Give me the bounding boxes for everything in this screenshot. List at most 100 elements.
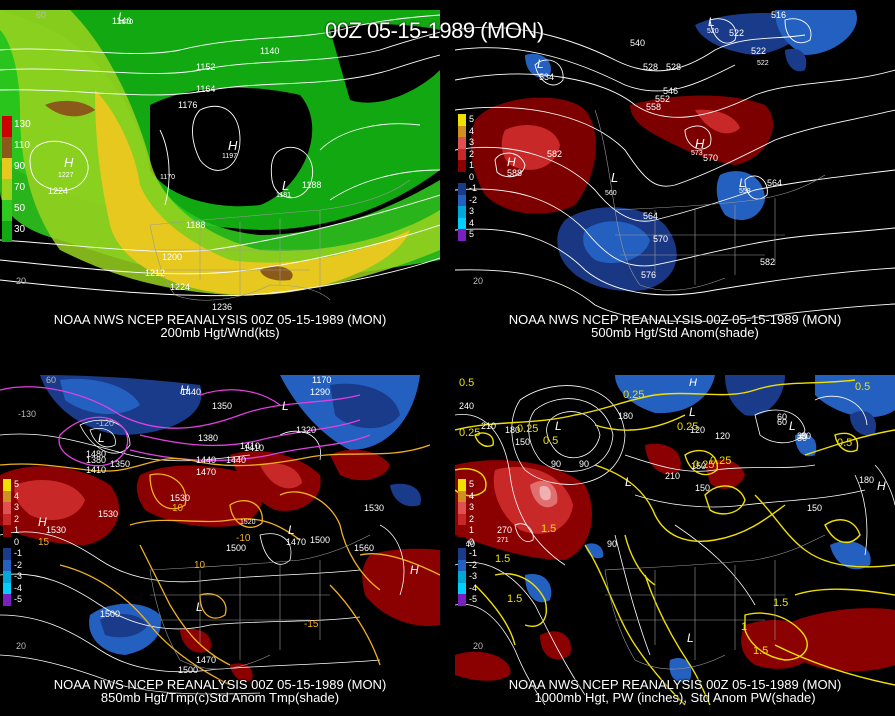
legend-label: 5 <box>469 114 475 124</box>
legend-swatch <box>3 479 11 491</box>
lat-label: 20 <box>473 641 484 651</box>
contour-label: 150 <box>691 461 707 471</box>
contour-label: 1380 <box>198 433 219 443</box>
high-center: H <box>689 377 697 389</box>
contour-label: 560 <box>605 190 617 197</box>
legend-label: -2 <box>469 194 478 205</box>
legend-label: 2 <box>469 513 475 524</box>
low-center: L <box>118 10 125 24</box>
contour-label: 1470 <box>196 655 217 665</box>
legend-swatch <box>458 217 466 229</box>
legend-swatch <box>458 490 466 502</box>
panel-caption-source: NOAA NWS NCEP REANALYSIS 00Z 05-15-1989 … <box>508 677 842 692</box>
legend-swatch <box>458 194 466 206</box>
legend-label: 4 <box>469 490 475 501</box>
anomaly-shading <box>470 10 857 291</box>
contour-label: 1236 <box>212 302 233 312</box>
legend-swatch <box>3 490 11 502</box>
low-center: L <box>196 600 203 614</box>
anomaly-legend: 5 4 3 2 1 0 -1 -2 3 4 5 <box>458 114 482 241</box>
legend-swatch <box>2 116 12 137</box>
panel-850mb: 1440 1350 1380 1410 1440 1470 1530 1530 … <box>0 375 440 705</box>
legend-swatch <box>458 206 466 218</box>
legend-label: -1 <box>14 548 23 558</box>
low-center: L <box>625 475 632 489</box>
contour-label: 516 <box>771 10 787 20</box>
legend-label: -4 <box>14 582 23 593</box>
panel-caption-field: 500mb Hgt/Std Anom(shade) <box>591 325 759 340</box>
pw-label: 0.5 <box>543 435 559 447</box>
legend-label: 130 <box>14 119 31 130</box>
legend-swatch <box>2 137 12 158</box>
height-contours <box>0 419 405 695</box>
lat-label: 60 <box>36 10 47 20</box>
high-center: H <box>507 155 516 169</box>
panel-1000mb: 240 210 180 150 120 90 60 30 180 150 240… <box>455 375 895 705</box>
panel-200mb: 1140 1140 1152 1164 1176 1170 1188 1188 … <box>0 10 440 340</box>
contour-label: 1530 <box>98 509 119 519</box>
legend-label: 30 <box>14 224 26 235</box>
legend-swatch <box>458 148 466 160</box>
contour-label: 1350 <box>212 401 233 411</box>
contour-label: 150 <box>807 503 823 513</box>
state-borders <box>149 534 371 670</box>
legend-label: 0 <box>14 536 20 547</box>
high-center: H <box>64 155 74 170</box>
lat-label: 20 <box>16 276 27 286</box>
contour-label: 210 <box>665 471 681 481</box>
legend-swatch <box>3 582 11 594</box>
contour-label: 1320 <box>296 425 317 435</box>
contour-label: 271 <box>497 537 509 544</box>
panel-caption-field: 200mb Hgt/Wnd(kts) <box>160 325 280 340</box>
contour-label: 270 <box>497 525 513 535</box>
contour-label: 1480 <box>86 449 107 459</box>
contour-label: 210 <box>481 421 497 431</box>
wind-shade-110 <box>45 100 95 117</box>
contour-label: 1181 <box>276 192 292 199</box>
contour-label: 522 <box>757 60 769 67</box>
contour-label: 90 <box>579 459 590 469</box>
contour-label: 1500 <box>100 609 121 619</box>
pw-label: 0.5 <box>837 437 853 449</box>
legend-label: -5 <box>469 594 478 604</box>
contour-label: 546 <box>663 86 679 96</box>
lat-label: 20 <box>473 276 484 286</box>
legend-label: -3 <box>14 571 23 581</box>
contour-label: 1410 <box>240 441 261 451</box>
anomaly-legend: 5 4 3 2 1 0 -1 -2 -3 -4 -5 <box>458 479 482 606</box>
contour-label: 1380 <box>86 455 107 465</box>
legend-swatch <box>458 125 466 137</box>
pw-contours <box>455 379 895 705</box>
legend-swatch <box>2 221 12 242</box>
contour-label: 30 <box>797 433 808 443</box>
contour-label: 573 <box>691 150 703 157</box>
contour-label: 60 <box>777 417 788 427</box>
legend-swatch <box>458 513 466 525</box>
high-center: H <box>228 138 238 153</box>
legend-label: 2 <box>469 148 475 159</box>
temp-contours-warm <box>0 444 440 686</box>
legend-label: 4 <box>469 217 475 228</box>
contour-label: 1176 <box>178 100 198 110</box>
map-1000mb <box>455 375 895 705</box>
contour-label: 180 <box>618 411 634 421</box>
legend-label: 3 <box>469 502 475 512</box>
lat-label: 20 <box>16 641 27 651</box>
contour-label: 1410 <box>86 465 107 475</box>
contour-label: 1197 <box>222 153 238 160</box>
legend-swatch <box>458 171 466 183</box>
temp-label: -10 <box>236 533 251 544</box>
legend-label: 1 <box>14 525 20 535</box>
wind-shade-90 <box>95 90 410 295</box>
legend-label: -1 <box>469 183 478 193</box>
contour-label: 30 <box>797 431 808 441</box>
legend-swatch <box>3 571 11 583</box>
contour-label: 558 <box>646 102 662 112</box>
panel-caption-source: NOAA NWS NCEP REANALYSIS 00Z 05-15-1989 … <box>53 677 387 692</box>
contour-label: 1440 <box>196 455 217 465</box>
low-center: L <box>537 57 544 71</box>
contour-label: 30 <box>801 431 812 441</box>
legend-swatch <box>2 200 12 221</box>
panel-caption-field: 850mb Hgt/Tmp(c)Std Anom Tmp(shade) <box>100 690 340 705</box>
low-center: L <box>611 170 619 185</box>
